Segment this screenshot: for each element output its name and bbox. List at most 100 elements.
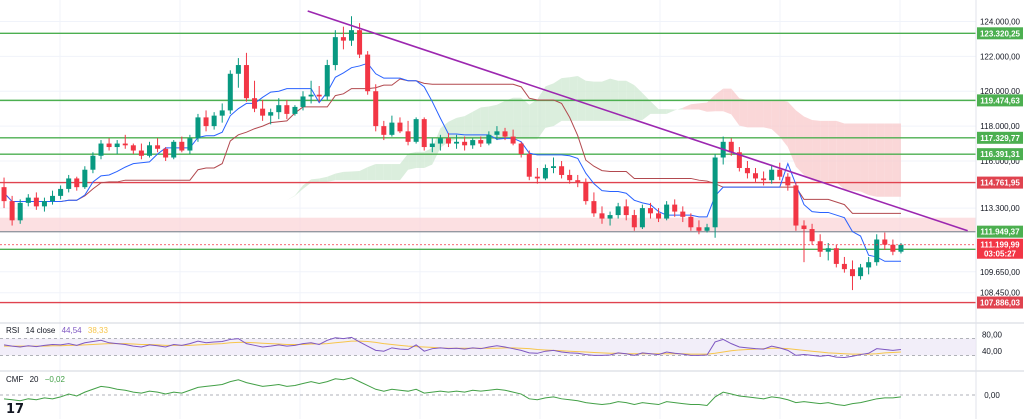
candle-body [90, 155, 96, 170]
cloud-segment [335, 171, 344, 181]
candle [769, 164, 775, 184]
candle-body [890, 244, 896, 252]
candle-body [381, 126, 387, 135]
cloud-segment [731, 88, 740, 126]
candle-body [17, 202, 23, 221]
price-tick-label: 120.000,00 [980, 87, 1021, 96]
cloud-segment [496, 100, 506, 140]
candle-body [195, 117, 201, 139]
candle-body [470, 140, 476, 146]
price-tick-label: 124.000,00 [980, 17, 1021, 26]
candle-body [316, 94, 322, 97]
candle-body [462, 141, 468, 146]
candle-body [114, 143, 120, 148]
cloud-segment [505, 97, 514, 140]
candle [58, 185, 64, 200]
cloud-segment [383, 164, 392, 181]
cloud-segment [892, 123, 901, 197]
cloud-segment [521, 97, 530, 140]
cloud-segment [464, 111, 473, 140]
level-tag-label: 107.886,03 [980, 299, 1021, 308]
candle [704, 223, 710, 233]
candle [292, 105, 298, 116]
level-tag: 119.474,63 [977, 94, 1023, 107]
candle [712, 154, 718, 238]
cloud-segment [319, 176, 328, 182]
candle [494, 126, 500, 141]
candle [130, 143, 136, 155]
candle-body [575, 180, 581, 182]
candle-body [647, 208, 653, 214]
candle [276, 98, 282, 120]
cmf-line [3, 377, 902, 407]
candle-body [486, 134, 492, 144]
candle [478, 136, 484, 148]
candle [502, 127, 508, 141]
candle [211, 112, 217, 130]
candle [227, 70, 233, 114]
cloud-segment [787, 101, 796, 167]
candle [187, 134, 193, 155]
candle-body [559, 166, 565, 175]
candle [98, 140, 104, 160]
candle [9, 195, 15, 226]
candle [793, 181, 799, 231]
level-tag: 107.886,03 [977, 296, 1023, 309]
tradingview-logo[interactable]: 17 [6, 402, 25, 417]
cloud-segment [698, 102, 708, 112]
candle-body [526, 154, 532, 177]
candle-body [227, 73, 233, 111]
candle-body [664, 204, 670, 219]
cloud-segment [545, 83, 554, 128]
cmf-pane: 0,00 [0, 377, 1000, 407]
candle-body [9, 201, 15, 221]
candle [753, 167, 759, 182]
cloud-segment [868, 123, 877, 197]
price-level-tags: 123.320,25 119.474,63 117.329,77 116.391,31… [0, 27, 1023, 309]
cloud-segment [884, 123, 893, 197]
cloud-segment [593, 81, 602, 121]
candle [486, 131, 492, 146]
candle-body [639, 208, 645, 228]
candle-body [898, 244, 904, 252]
candle [114, 140, 120, 155]
candle [397, 117, 403, 134]
cloud-segment [860, 123, 869, 196]
candle-body [357, 30, 363, 55]
candle [348, 16, 355, 46]
rsi-pane: 80,00 40,00 [0, 330, 1003, 359]
candle [163, 147, 169, 161]
cloud-segment [529, 99, 538, 140]
candle [615, 202, 621, 219]
candle-body [235, 65, 241, 74]
rsi-legend-value: 44,54 [61, 326, 82, 335]
rsi-legend[interactable]: RSI 14 close 44,54 38,33 [6, 326, 112, 335]
candle-body [429, 143, 435, 148]
level-tag: 111.949,37 [977, 225, 1023, 238]
level-tag-label: 117.329,77 [980, 134, 1020, 143]
candle-body [437, 138, 443, 144]
price-tick-label: 109.650,00 [980, 268, 1021, 277]
cloud-segment [747, 99, 756, 128]
cloud-segment [359, 167, 368, 181]
price-axis[interactable]: 124.000,00 122.000,00 120.000,00 118.000,00… [980, 17, 1021, 297]
candle-body [138, 150, 144, 156]
cloud-segment [577, 75, 586, 121]
level-tag-label: 111.949,37 [980, 228, 1020, 237]
candle-body [874, 239, 880, 263]
candle [825, 242, 831, 261]
candle [33, 192, 39, 210]
candle-body [728, 141, 734, 153]
candle-body [510, 136, 516, 144]
candle-body [421, 119, 427, 148]
candle-body [631, 215, 637, 228]
level-tag-bg [977, 131, 1023, 144]
level-tag: 114.761,95 [977, 176, 1023, 189]
cmf-legend[interactable]: CMF 20 −0,02 [6, 375, 69, 384]
candle [1, 177, 7, 209]
level-tag-bg [977, 27, 1023, 40]
candle-body [405, 131, 411, 142]
candle [882, 232, 888, 250]
candle-body [777, 169, 783, 177]
candle-body [809, 229, 815, 242]
